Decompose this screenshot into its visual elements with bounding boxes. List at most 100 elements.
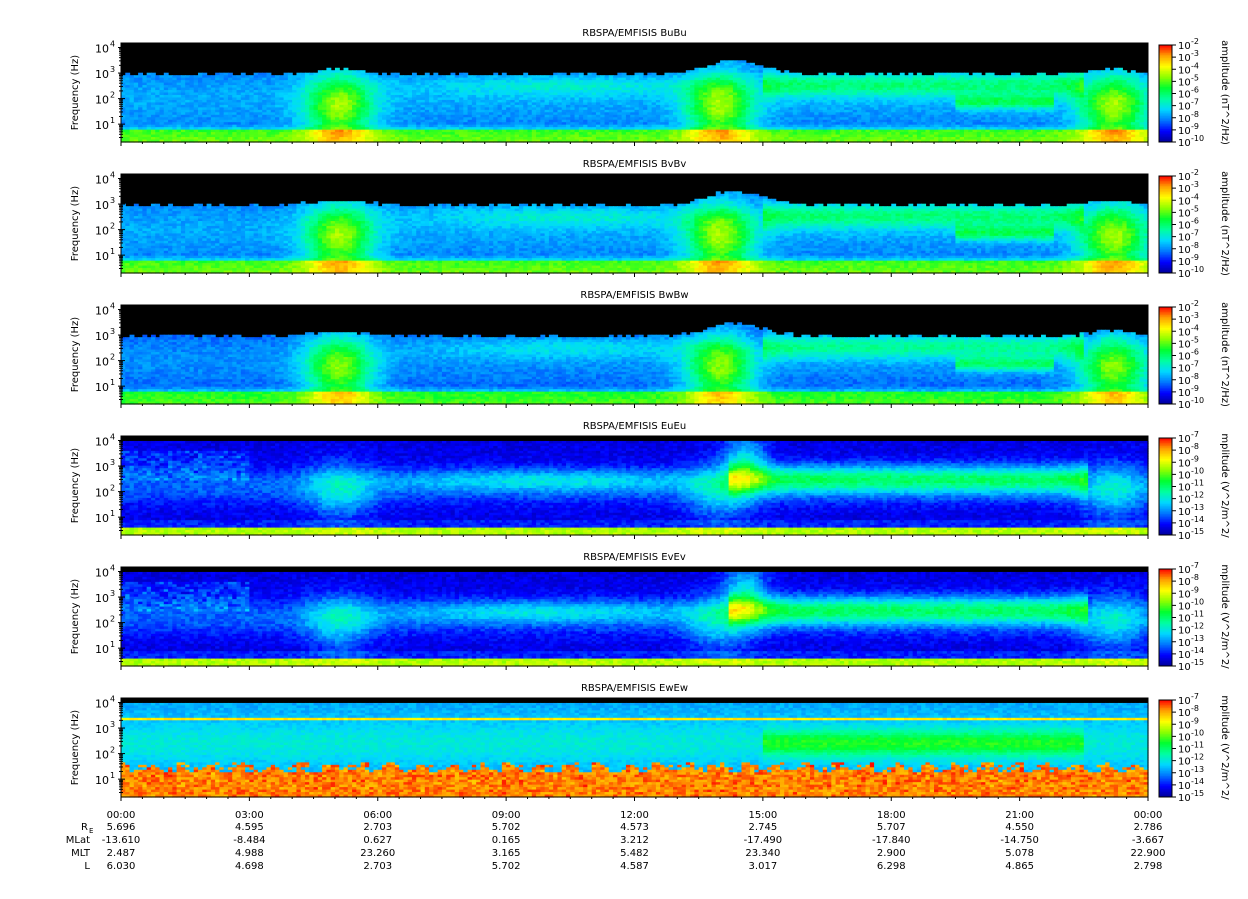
ephemeris-value: -3.667 — [1132, 835, 1164, 846]
ephemeris-value: 4.573 — [620, 822, 649, 833]
colorbar-label: mplitude (V^2/m^2/ — [1219, 564, 1230, 669]
colorbar-tick-label: 10 — [1178, 221, 1191, 232]
y-tick-label: 10 — [95, 723, 109, 736]
colorbar-tick-exponent: -10 — [1191, 466, 1204, 475]
ephemeris-value: 5.707 — [877, 822, 906, 833]
colorbar-tick-label: 10 — [1178, 757, 1191, 768]
ephemeris-value: 4.865 — [1005, 861, 1034, 872]
colorbar-label: amplitude (nT^2/Hz) — [1219, 171, 1230, 276]
colorbar-tick-exponent: -10 — [1191, 396, 1204, 405]
x-tick-label: 00:00 — [107, 810, 136, 821]
ephemeris-value: 0.627 — [363, 835, 392, 846]
ephemeris-value: -17.840 — [872, 835, 911, 846]
colorbar-tick-label: 10 — [1178, 114, 1191, 125]
colorbar-label: amplitude (nT^2/Hz) — [1219, 40, 1230, 145]
colorbar-tick-exponent: -14 — [1191, 777, 1204, 786]
y-tick-label: 10 — [95, 68, 109, 81]
colorbar-tick-exponent: -11 — [1191, 610, 1204, 619]
y-tick-exponent: 4 — [110, 694, 115, 703]
ephemeris-value: 5.702 — [492, 861, 521, 872]
x-tick-label: 18:00 — [877, 810, 906, 821]
colorbar-tick-label: 10 — [1178, 531, 1191, 542]
y-axis-label: Frequency (Hz) — [70, 55, 81, 131]
ephemeris-value: 23.260 — [360, 848, 395, 859]
colorbar-tick-label: 10 — [1178, 184, 1191, 195]
ephemeris-value: 6.030 — [107, 861, 136, 872]
colorbar-tick-exponent: -9 — [1191, 454, 1199, 463]
colorbar-tick-label: 10 — [1178, 745, 1191, 756]
y-tick-exponent: 4 — [110, 301, 115, 310]
y-tick-exponent: 3 — [110, 65, 115, 74]
spectrogram-image — [121, 567, 1149, 667]
colorbar-tick-label: 10 — [1178, 376, 1191, 387]
y-tick-exponent: 1 — [110, 640, 115, 649]
y-tick-label: 10 — [95, 435, 109, 448]
y-tick-label: 10 — [95, 199, 109, 212]
colorbar-tick-exponent: -10 — [1191, 597, 1204, 606]
y-tick-exponent: 1 — [110, 771, 115, 780]
ephemeris-row-label: MLat — [66, 835, 90, 846]
spectrogram-image — [121, 174, 1149, 274]
colorbar-tick-exponent: -5 — [1191, 335, 1199, 344]
spectrogram-image — [121, 305, 1149, 405]
colorbar-tick-exponent: -5 — [1191, 73, 1199, 82]
colorbar: 10-210-310-410-510-610-710-810-910-10 amp… — [1158, 37, 1230, 149]
ephemeris-row-label: L — [84, 861, 90, 872]
colorbar-tick-exponent: -10 — [1191, 728, 1204, 737]
y-tick-label: 10 — [95, 697, 109, 710]
y-tick-label: 10 — [95, 356, 109, 369]
spectrogram-image — [121, 698, 1149, 798]
ephemeris-value: -14.750 — [1000, 835, 1039, 846]
colorbar-tick-exponent: -7 — [1191, 98, 1199, 107]
colorbar-tick-label: 10 — [1178, 626, 1191, 637]
y-tick-exponent: 2 — [110, 91, 115, 100]
y-tick-exponent: 2 — [110, 222, 115, 231]
x-tick-label: 03:00 — [235, 810, 264, 821]
colorbar-tick-label: 10 — [1178, 352, 1191, 363]
colorbar-tick-exponent: -4 — [1191, 192, 1199, 201]
y-tick-exponent: 3 — [110, 458, 115, 467]
colorbar-tick-label: 10 — [1178, 269, 1191, 280]
colorbar-label: mplitude (V^2/m^2/ — [1219, 433, 1230, 538]
ephemeris-value: 4.550 — [1005, 822, 1034, 833]
panel-title: RBSPA/EMFISIS EwEw — [581, 683, 688, 694]
colorbar-tick-exponent: -11 — [1191, 479, 1204, 488]
ephemeris-value: 4.595 — [235, 822, 264, 833]
ephemeris-value: 23.340 — [745, 848, 780, 859]
y-axis-label: Frequency (Hz) — [70, 186, 81, 262]
colorbar-label: amplitude (nT^2/Hz) — [1219, 302, 1230, 407]
colorbar-tick-label: 10 — [1178, 41, 1191, 52]
colorbar-tick-exponent: -7 — [1191, 561, 1199, 570]
colorbar-tick-label: 10 — [1178, 245, 1191, 256]
colorbar-tick-label: 10 — [1178, 102, 1191, 113]
colorbar-tick-exponent: -3 — [1191, 180, 1199, 189]
colorbar-tick-exponent: -8 — [1191, 110, 1199, 119]
y-tick-label: 10 — [95, 618, 109, 631]
y-tick-label: 10 — [95, 330, 109, 343]
y-tick-exponent: 4 — [110, 39, 115, 48]
colorbar-tick-label: 10 — [1178, 769, 1191, 780]
ephemeris-value: -17.490 — [744, 835, 783, 846]
ephemeris-value: 2.798 — [1134, 861, 1163, 872]
y-tick-label: 10 — [95, 774, 109, 787]
y-tick-label: 10 — [95, 643, 109, 656]
y-tick-label: 10 — [95, 94, 109, 107]
colorbar-tick-exponent: -13 — [1191, 634, 1204, 643]
colorbar-tick-label: 10 — [1178, 257, 1191, 268]
colorbar-tick-exponent: -9 — [1191, 585, 1199, 594]
ephemeris-value: 2.703 — [363, 822, 392, 833]
ephemeris-value: 2.900 — [877, 848, 906, 859]
y-tick-exponent: 2 — [110, 615, 115, 624]
colorbar-tick-label: 10 — [1178, 126, 1191, 137]
y-tick-label: 10 — [95, 173, 109, 186]
colorbar-tick-label: 10 — [1178, 434, 1191, 445]
ephemeris-value: 3.017 — [749, 861, 778, 872]
colorbar-tick-label: 10 — [1178, 732, 1191, 743]
colorbar-tick-exponent: -14 — [1191, 515, 1204, 524]
colorbar-tick-label: 10 — [1178, 172, 1191, 183]
colorbar-tick-exponent: -15 — [1191, 658, 1204, 667]
